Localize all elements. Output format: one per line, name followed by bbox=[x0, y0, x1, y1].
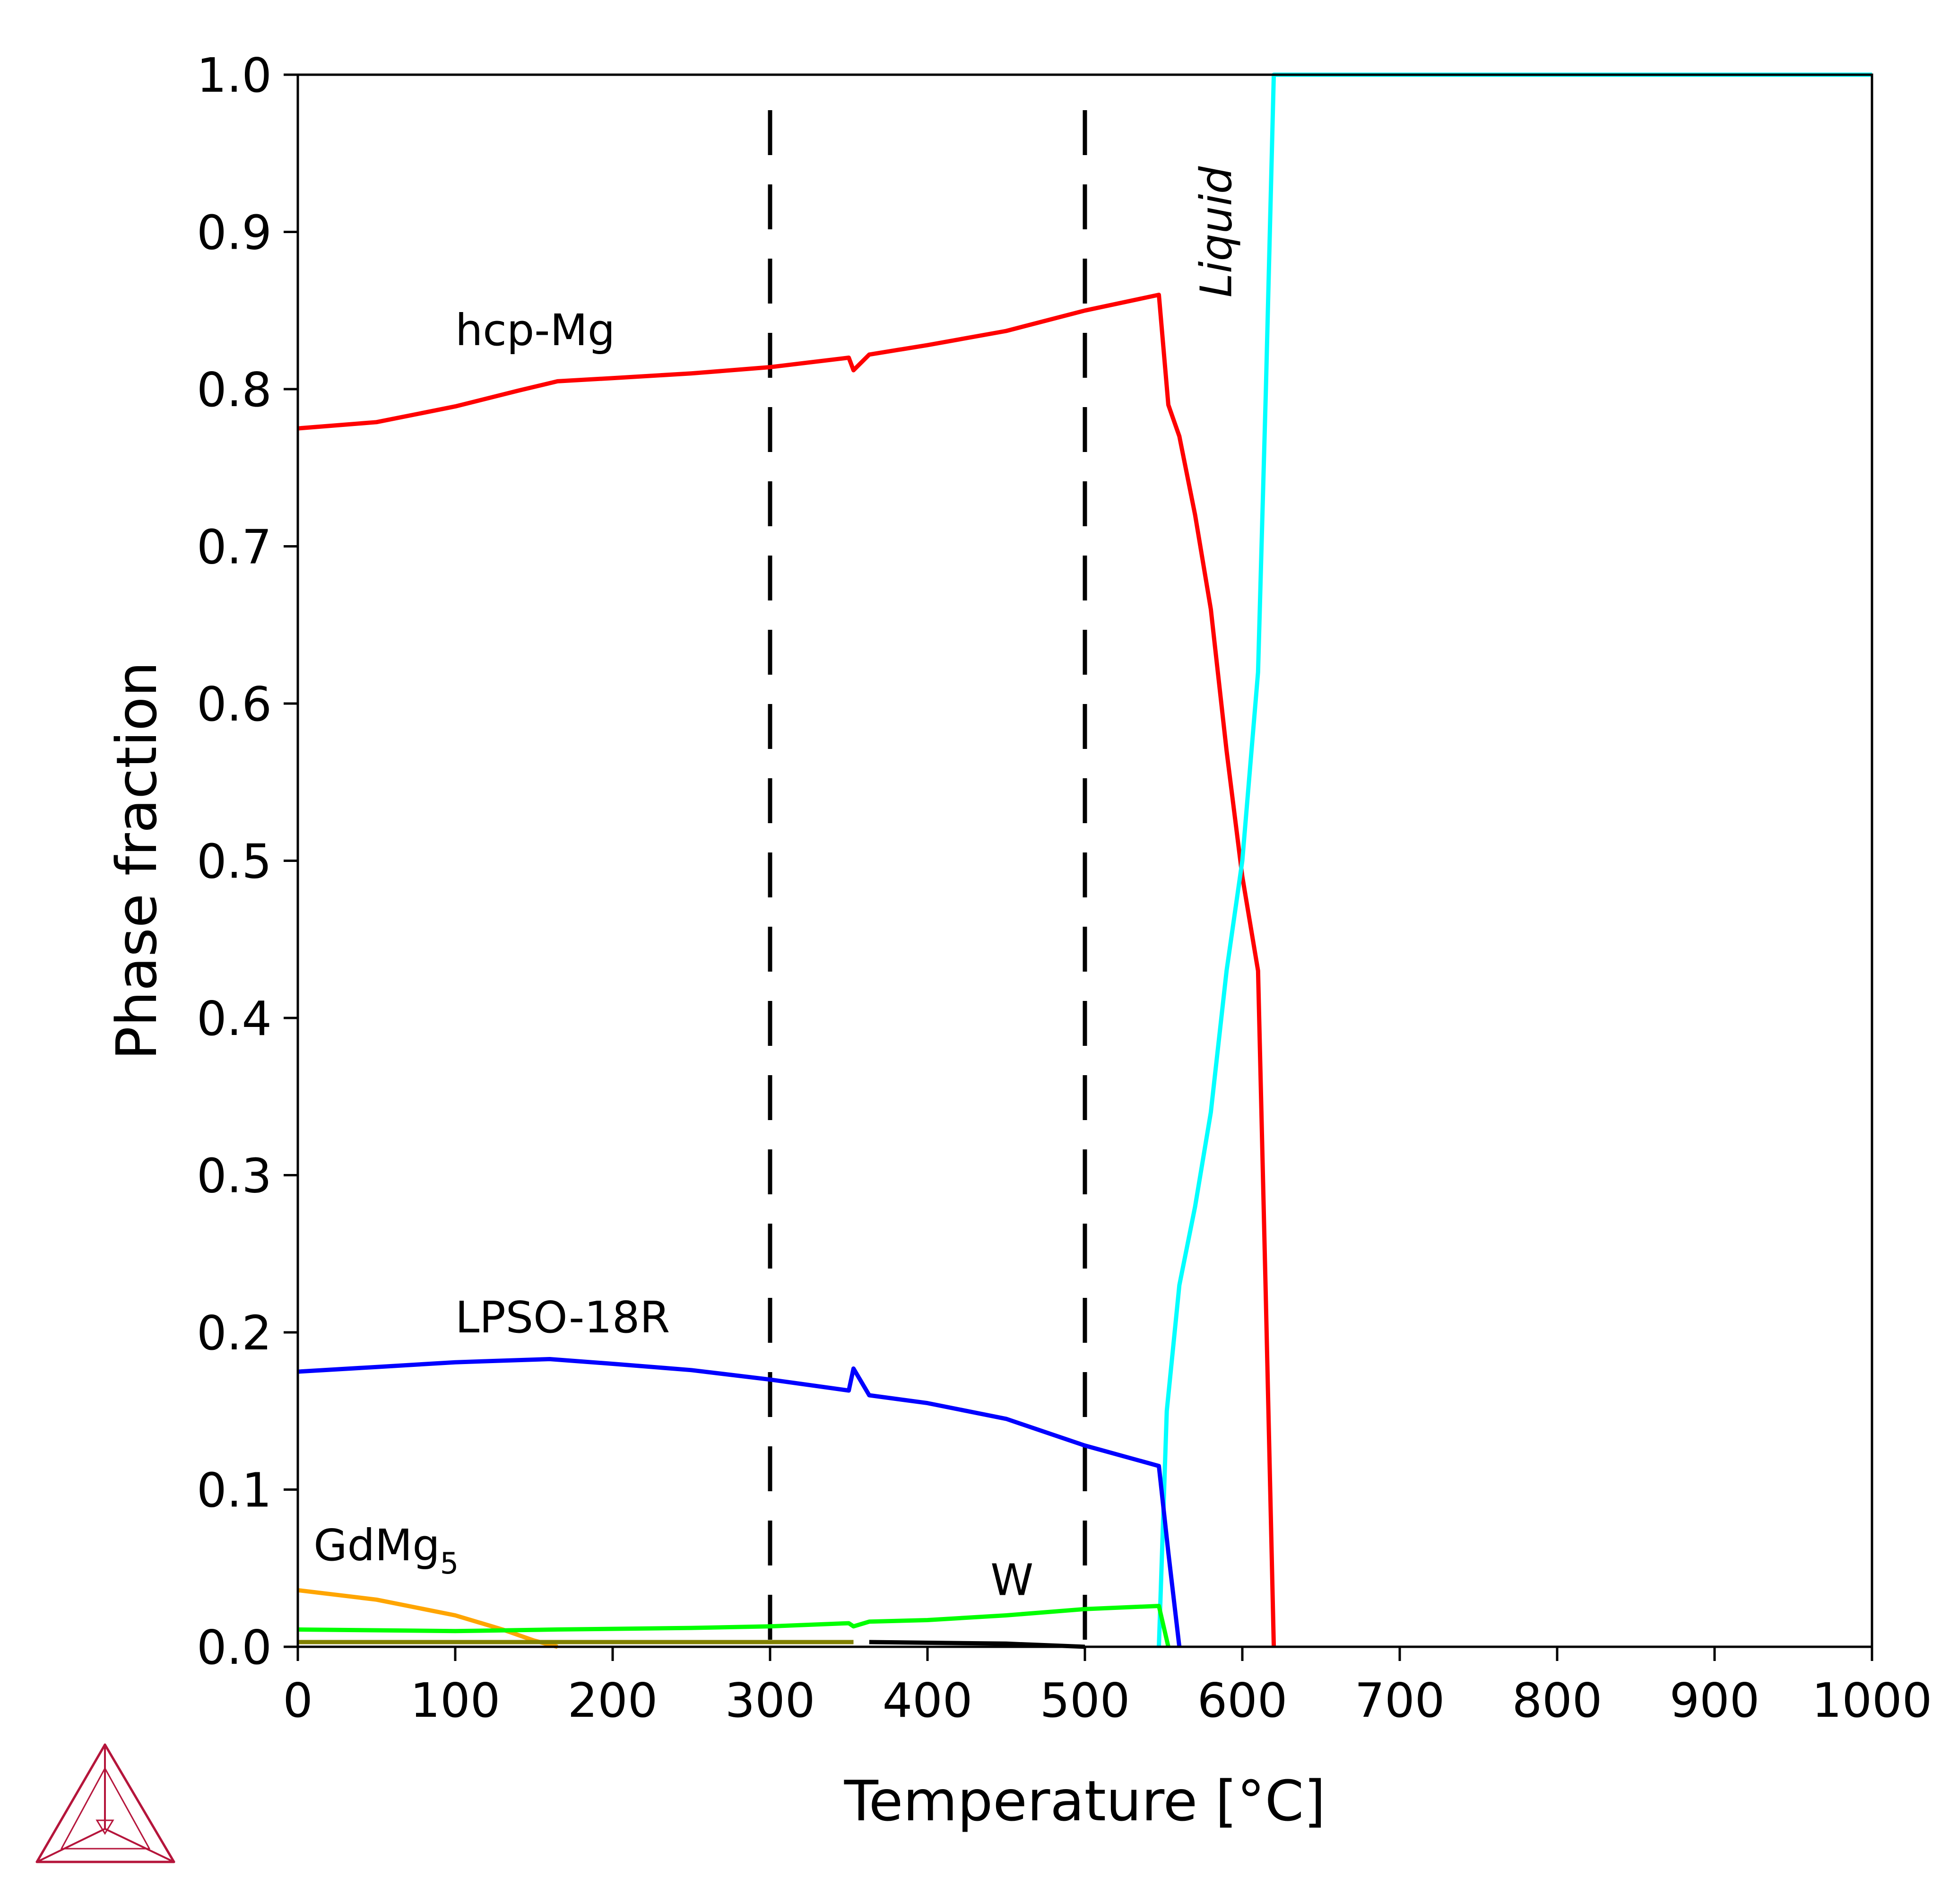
logo-stroke bbox=[36, 1828, 106, 1863]
x-tick-label: 500 bbox=[1040, 1673, 1130, 1728]
x-tick-label: 900 bbox=[1670, 1673, 1760, 1728]
x-tick-label: 1000 bbox=[1812, 1673, 1932, 1728]
logo-stroke bbox=[61, 1767, 106, 1850]
y-tick-label: 0.4 bbox=[197, 991, 272, 1046]
reference-lines bbox=[768, 110, 1087, 1647]
phase-label-liquid: Liquid bbox=[1191, 166, 1242, 297]
x-axis-title: Temperature [°C] bbox=[844, 1768, 1326, 1834]
y-tick-label: 0.6 bbox=[197, 677, 272, 732]
logo-stroke bbox=[104, 1828, 175, 1863]
logo-stroke bbox=[95, 1819, 114, 1835]
y-tick-label: 0.3 bbox=[197, 1148, 272, 1204]
phase-label-gdmg: GdMg5 bbox=[313, 1520, 459, 1581]
x-tick-label: 200 bbox=[568, 1673, 658, 1728]
logo-stroke bbox=[104, 1743, 175, 1863]
logo-stroke bbox=[104, 1767, 150, 1850]
y-tick-label: 0.9 bbox=[197, 205, 272, 261]
y-tick-label: 0.2 bbox=[197, 1305, 272, 1361]
series-line-hcp-mg bbox=[297, 293, 1276, 1647]
x-tick-label: 800 bbox=[1512, 1673, 1603, 1728]
phase-labels: hcp-Mg LPSO-18R GdMg5 W Liquid bbox=[313, 166, 1241, 1605]
x-tick-label: 700 bbox=[1355, 1673, 1445, 1728]
thermo-calc-logo-icon bbox=[35, 1743, 175, 1863]
x-tick-label: 600 bbox=[1197, 1673, 1288, 1728]
y-tick-label: 0.0 bbox=[197, 1620, 272, 1675]
x-tick-label: 300 bbox=[725, 1673, 815, 1728]
series-line-liquid bbox=[1157, 72, 1872, 1647]
series-line-w bbox=[297, 1604, 1170, 1648]
axis-ticks: 0 100 200 300 400 500 600 700 800 900 1000 0.0 0.1 0.… bbox=[197, 48, 1932, 1728]
phase-label-subscript: 5 bbox=[440, 1546, 459, 1581]
x-tick-label: 400 bbox=[883, 1673, 973, 1728]
y-tick-label: 0.5 bbox=[197, 834, 272, 889]
y-axis-title: Phase fraction bbox=[104, 661, 169, 1060]
series-line-lpso-18r bbox=[297, 1357, 1182, 1647]
logo-stroke bbox=[35, 1743, 106, 1863]
y-tick-label: 0.1 bbox=[197, 1463, 272, 1518]
y-tick-label: 0.8 bbox=[197, 362, 272, 417]
series-line-gdmg bbox=[297, 1588, 558, 1649]
phase-label-w: W bbox=[990, 1555, 1033, 1605]
y-tick-label: 0.7 bbox=[197, 520, 272, 575]
phase-label-lpso-18r: LPSO-18R bbox=[455, 1292, 670, 1343]
y-tick-label: 1.0 bbox=[197, 48, 272, 103]
x-tick-label: 100 bbox=[410, 1673, 501, 1728]
series-lines bbox=[297, 72, 1872, 1649]
x-tick-label: 0 bbox=[283, 1673, 313, 1728]
phase-label-hcp-mg: hcp-Mg bbox=[455, 305, 615, 356]
